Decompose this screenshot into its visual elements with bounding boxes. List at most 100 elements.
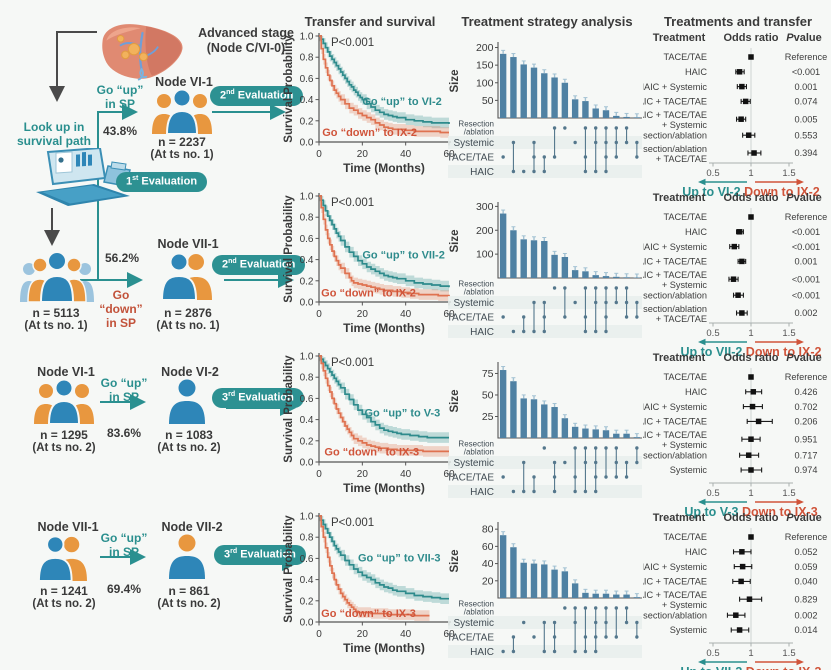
set-label: Systemic: [453, 298, 494, 309]
membership-dot: [624, 286, 629, 290]
x-tick-label: 40: [400, 309, 412, 320]
membership-dot: [501, 649, 505, 654]
node-n-1241: n = 1241 (At ts no. 2): [32, 584, 96, 611]
membership-dot: [594, 446, 598, 450]
treatment-label: HAIC + TACE/TAE: [643, 257, 707, 267]
upset-bar: [633, 597, 641, 598]
or-tick-label: 1.5: [782, 488, 795, 499]
membership-dot: [552, 126, 557, 130]
set-label: TACE/TAE: [447, 473, 495, 484]
treatment-label: HAIC + Systemic: [643, 562, 707, 572]
or-marker: [736, 229, 743, 235]
x-tick-label: 40: [400, 629, 412, 640]
treatment-label: Systemic: [670, 465, 708, 475]
x-tick-label: 60: [443, 149, 455, 160]
upset-bar: [561, 82, 569, 118]
p-value-cell: 0.001: [795, 82, 818, 92]
membership-dot: [552, 155, 557, 159]
km-curve: [319, 35, 449, 134]
upset-bar: [613, 276, 620, 278]
up-arrow: [698, 178, 706, 186]
upset-bar: [551, 254, 558, 278]
membership-dot: [604, 300, 608, 305]
patients-duo-icon-vii1-row4: [34, 533, 90, 582]
col-header-treatment: Treatment: [653, 32, 706, 44]
treatment-label: TACE/TAE: [663, 52, 707, 62]
membership-dot: [511, 329, 516, 334]
or-marker: [733, 612, 739, 618]
survival-chart-3: 0.0 0.2 0.4 0.6 0.8 1.0 0 20 40 60 Go “up” to V-3 G…: [283, 350, 455, 527]
or-marker: [739, 549, 745, 555]
y-tick-label: 0.2: [300, 596, 314, 607]
membership-dot: [594, 460, 598, 465]
series-label: Go “up” to VII-3: [358, 553, 441, 565]
x-axis-label: Time (Months): [343, 481, 425, 495]
or-tick-label: 0.5: [706, 168, 719, 179]
forest-plot: Treatment Odds ratio Pvalue TACE/TAE Referen…: [631, 192, 827, 359]
upset-bar: [571, 583, 579, 598]
membership-dot: [573, 300, 577, 305]
y-tick-label: 0.6: [300, 394, 314, 405]
go-up-label-row3: Go “up” in SP: [100, 376, 148, 405]
eval-badge-row2: 2nd Evaluation: [212, 255, 306, 275]
upset-bar: [602, 110, 610, 118]
x-tick-label: 20: [357, 309, 369, 320]
treatment-label-2: + TACE/TAE: [656, 314, 707, 324]
p-value-cell: Reference: [785, 52, 827, 62]
node-n-1083: n = 1083 (At ts no. 2): [157, 428, 221, 455]
p-value: P<0.001: [331, 37, 374, 49]
size-axis-label: Size: [449, 549, 461, 572]
membership-dot: [594, 286, 598, 290]
y-tick-label: 0.8: [300, 373, 314, 384]
forest-plot: Treatment Odds ratio Pvalue TACE/TAE Referen…: [631, 352, 827, 519]
x-axis-label: Time (Months): [343, 641, 425, 655]
series-label: Go “up” to VI-2: [362, 96, 441, 108]
x-tick-label: 0: [316, 309, 322, 320]
membership-dot: [624, 460, 629, 465]
membership-dot: [552, 620, 557, 625]
set-label: Systemic: [453, 458, 494, 469]
upset-bar: [633, 437, 641, 438]
km-curve: [319, 195, 450, 288]
or-marker: [730, 276, 737, 282]
node-n-861: n = 861 (At ts no. 2): [157, 584, 221, 611]
col-header-treatment: Treatment: [653, 512, 706, 524]
y-tick-label: 1.0: [300, 512, 314, 523]
x-axis-label: Time (Months): [343, 161, 425, 175]
or-marker: [731, 243, 738, 250]
patients-duo-icon-vii1: [158, 250, 214, 301]
y-tick-label: 0.4: [300, 415, 314, 426]
set-label: /ablation: [464, 448, 494, 457]
membership-dot: [563, 315, 567, 319]
y-tick-label: 0.2: [300, 116, 314, 127]
membership-dot: [501, 475, 505, 479]
forest-plot: Treatment Odds ratio Pvalue TACE/TAE Referen…: [631, 512, 827, 670]
size-tick-label: 50: [482, 95, 494, 107]
p-value-cell: <0.001: [792, 290, 820, 300]
upset-bar: [520, 562, 527, 598]
down-arrow: [796, 178, 804, 186]
look-up-label: Look up in survival path: [16, 120, 92, 149]
membership-dot: [532, 475, 536, 479]
set-label: TACE/TAE: [447, 153, 495, 164]
p-value-cell: 0.005: [795, 114, 818, 124]
membership-dot: [624, 315, 629, 319]
survival-path-laptop-icon: [28, 146, 138, 208]
membership-dot: [552, 286, 557, 290]
treatment-label-2: + Systemic: [662, 280, 708, 290]
upset-bar: [623, 594, 630, 598]
membership-dot: [532, 300, 536, 305]
membership-dot: [563, 460, 567, 465]
treatment-label: HAIC + TACE/TAE: [643, 417, 707, 427]
upset-bar: [551, 77, 558, 118]
upset-bar: [582, 101, 589, 118]
membership-dot: [542, 155, 546, 159]
or-marker: [751, 150, 757, 156]
treatment-label: Resection/ablation: [643, 304, 707, 314]
patients-group-icon-vi1-row3: [32, 378, 96, 425]
p-value-cell: 0.394: [795, 148, 818, 158]
membership-dot: [552, 649, 557, 654]
size-tick-label: 60: [482, 541, 494, 553]
